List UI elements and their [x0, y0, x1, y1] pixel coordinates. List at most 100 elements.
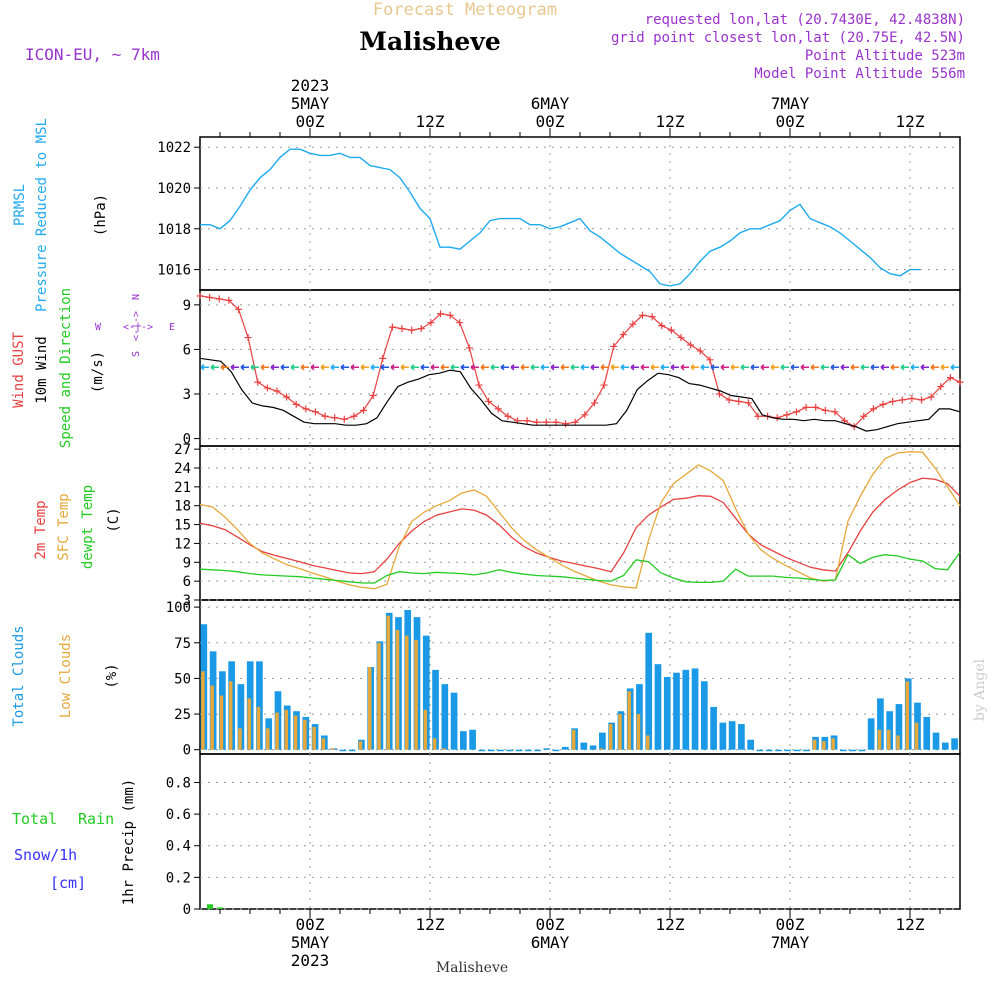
low-cloud-bar: [645, 735, 650, 750]
ytick-label: 1022: [157, 140, 191, 156]
time-label-bottom: 5MAY: [291, 933, 330, 952]
wind-direction-arrow: [760, 364, 769, 371]
ytick-label: 25: [174, 707, 191, 723]
low-cloud-bar: [247, 698, 251, 750]
wind-direction-arrow: [370, 364, 379, 371]
wind-direction-arrow: [560, 364, 569, 371]
wind-direction-arrow: [880, 364, 889, 371]
total-cloud-bar: [932, 732, 940, 750]
total-cloud-bar: [497, 749, 504, 752]
wind-direction-arrow: [620, 364, 629, 371]
low-cloud-bar: [442, 748, 446, 750]
gust-marker: [331, 414, 339, 422]
gust-marker: [956, 378, 964, 386]
compass-west: W: [95, 322, 102, 333]
gust-marker: [244, 334, 252, 342]
gust-marker: [254, 378, 262, 386]
total-cloud-bar: [543, 748, 551, 750]
wind-direction-arrow: [500, 364, 509, 371]
total-cloud-bar: [784, 749, 792, 752]
ytick-label: 24: [174, 461, 191, 477]
wind-direction-arrow: [250, 364, 259, 371]
gust-marker: [754, 412, 762, 420]
low-clouds-label: Low Clouds: [58, 634, 74, 718]
total-cloud-bar: [673, 672, 680, 750]
gust-marker: [292, 400, 300, 408]
gust-marker: [821, 406, 829, 414]
wind10m-line: [199, 357, 961, 432]
total-cloud-bar: [700, 681, 708, 750]
gust-line: [199, 295, 961, 428]
total-cloud-bar: [460, 731, 467, 750]
time-label-bottom: 2023: [291, 951, 330, 970]
gust-marker: [523, 417, 531, 425]
gust-marker: [408, 326, 416, 334]
wind-direction-arrow: [780, 364, 789, 371]
time-label-top: 00Z: [296, 112, 325, 131]
wind-direction-arrow: [430, 364, 439, 371]
wind-unit-label: (m/s): [90, 351, 106, 393]
gust-marker: [225, 296, 233, 304]
total-cloud-bar: [858, 749, 866, 752]
wind-direction-arrow: [830, 364, 839, 371]
wind-direction-arrow: [270, 364, 279, 371]
time-label-top: 12Z: [896, 112, 925, 131]
total-cloud-bar: [534, 749, 541, 752]
gust-marker: [600, 381, 608, 389]
gust-marker: [802, 403, 810, 411]
wind-direction-arrow: [230, 364, 239, 371]
pressure-label-prmsl: PRMSL: [12, 184, 28, 226]
total-cloud-bar: [941, 742, 949, 750]
wind-direction-arrow: [690, 364, 699, 371]
total-cloud-bar: [348, 749, 356, 752]
gust-marker: [263, 384, 271, 392]
low-cloud-bar: [219, 695, 224, 750]
wind-direction-arrow: [870, 364, 879, 371]
wind-direction-arrow: [240, 364, 249, 371]
compass-north: N: [131, 294, 142, 300]
low-cloud-bar: [284, 709, 289, 750]
credit-text: by Angel: [972, 658, 988, 721]
gust-marker: [869, 405, 877, 413]
total-clouds-label: Total Clouds: [11, 625, 27, 726]
wind-direction-arrow: [200, 364, 209, 371]
wind-direction-arrow: [840, 364, 849, 371]
total-cloud-bar: [589, 745, 597, 750]
gust-marker: [860, 412, 868, 420]
total-cloud-bar: [793, 749, 801, 752]
low-cloud-bar: [627, 691, 631, 750]
total-cloud-bar: [524, 749, 532, 752]
total-cloud-bar: [441, 684, 449, 750]
t2m-line: [199, 477, 961, 575]
total-cloud-bar: [256, 661, 263, 750]
total-cloud-bar: [237, 684, 245, 750]
gust-marker: [918, 396, 926, 404]
wind-direction-arrow: [770, 364, 779, 371]
low-cloud-bar: [432, 738, 437, 750]
total-cloud-bar: [552, 749, 560, 752]
gust-marker: [667, 326, 675, 334]
gust-marker: [610, 342, 618, 350]
total-cloud-bar: [849, 749, 856, 752]
wind-direction-arrow: [710, 364, 719, 371]
wind-direction-arrow: [700, 364, 709, 371]
low-cloud-bar: [405, 635, 409, 750]
compass-ns-arrows: <-|->: [131, 311, 142, 341]
low-cloud-bar: [423, 709, 428, 750]
gust-marker: [533, 418, 541, 426]
rain-label: Rain: [78, 810, 114, 828]
ytick-label: 1020: [157, 181, 191, 197]
time-label-top: 00Z: [536, 112, 565, 131]
time-label-bottom: 00Z: [296, 915, 325, 934]
gust-marker: [437, 310, 445, 318]
low-cloud-bar: [636, 714, 641, 750]
time-label-top: 2023: [291, 76, 330, 95]
sfc-label: SFC Temp: [56, 493, 72, 560]
time-label-bottom: 6MAY: [531, 933, 570, 952]
low-cloud-bar: [599, 748, 604, 750]
gust-marker: [475, 381, 483, 389]
wind-direction-arrow: [920, 364, 929, 371]
total-cloud-bar: [645, 632, 653, 750]
low-cloud-bar: [330, 748, 335, 750]
